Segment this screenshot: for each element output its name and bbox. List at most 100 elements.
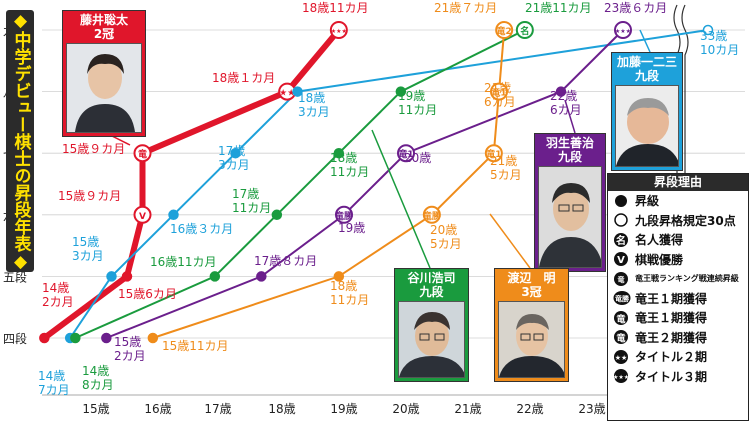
x-tick-label: 20歳 — [392, 402, 419, 416]
card-rank: 九段 — [419, 285, 444, 299]
x-tick-label: 23歳 — [578, 402, 605, 416]
data-label: 15歳11カ月 — [162, 339, 229, 353]
data-point-icon: ★★ — [279, 89, 295, 99]
data-label: 5カ月 — [490, 168, 522, 182]
portrait-photo — [498, 301, 565, 378]
data-label: 21歳 — [490, 154, 517, 168]
card-name: 渡辺 明 — [507, 271, 556, 285]
series-line — [69, 29, 709, 339]
mei-badge-icon: 名 — [614, 232, 628, 247]
data-point-badge — [335, 205, 353, 224]
x-tick-label: 21歳 — [454, 402, 481, 416]
portrait-photo — [538, 166, 602, 268]
card-name: 羽生善治 — [545, 136, 594, 150]
two-star-badge-icon: ★★ — [614, 349, 628, 364]
data-label: 11カ月 — [330, 165, 369, 179]
data-label: 2カ月 — [42, 295, 74, 309]
data-label: 16歳３カ月 — [170, 222, 233, 236]
legend-item: 竜竜王２期獲得 — [608, 328, 748, 348]
data-point — [101, 332, 112, 344]
data-label: 14歳 — [38, 369, 65, 383]
x-tick-label: 18歳 — [268, 402, 295, 416]
x-tick-label: 22歳 — [516, 402, 543, 416]
legend-label: タイトル３期 — [635, 369, 708, 384]
data-label: 18歳 — [298, 91, 325, 105]
data-point-badge — [495, 21, 514, 39]
card-name: 藤井聡太 — [79, 13, 128, 27]
series-line — [152, 29, 506, 339]
legend-label: 昇級 — [635, 194, 660, 209]
legend: 昇段理由 昇級 九段昇格規定30点 名名人獲得 V 棋戦優勝 竜 竜王戦ランキング戦… — [607, 173, 749, 421]
data-point-icon: 竜勝 — [423, 210, 442, 222]
svg-text:竜: 竜 — [616, 332, 625, 344]
data-label: 16歳11カ月 — [150, 255, 217, 269]
data-label: 18歳 — [330, 151, 357, 165]
card-rank: 九段 — [634, 69, 659, 83]
data-point — [106, 271, 117, 282]
legend-item: 竜竜王１期獲得 — [608, 308, 748, 328]
legend-label: 竜王戦ランキング戦連続昇級 — [635, 274, 739, 284]
data-label: 18歳１カ月 — [212, 71, 275, 85]
card-rank: 九段 — [557, 150, 582, 164]
data-label: 2カ月 — [114, 349, 146, 363]
filled-circle-icon — [615, 194, 627, 207]
svg-text:V: V — [617, 255, 625, 266]
data-point — [702, 24, 714, 36]
data-point — [333, 147, 345, 159]
y-tick-label: 五段 — [3, 269, 27, 284]
data-point-icon: V — [139, 212, 146, 222]
data-point — [147, 332, 159, 344]
v-badge-icon: V — [614, 252, 628, 267]
data-point — [230, 147, 241, 159]
data-label: 3カ月 — [72, 249, 104, 263]
card-kato: 加藤一二三 九段 — [611, 52, 683, 171]
data-point-badge — [133, 205, 152, 224]
data-point — [555, 86, 567, 97]
data-label: 21歳７カ月 — [434, 1, 497, 15]
open-circle-icon — [614, 213, 628, 227]
legend-label: 棋戦優勝 — [635, 252, 684, 267]
svg-text:竜: 竜 — [618, 275, 625, 284]
chart-title: ◆中学デビュー棋士の昇段年表◆ — [6, 10, 34, 272]
x-tick-label: 19歳 — [330, 402, 357, 416]
data-label: 15歳９カ月 — [58, 189, 121, 203]
data-label: 11カ月 — [232, 201, 271, 215]
y-tick-label: 四段 — [3, 331, 27, 346]
svg-text:★★★: ★★★ — [613, 374, 629, 381]
data-point-icon: 竜2 — [497, 25, 512, 37]
leader-line — [639, 29, 651, 53]
leader-line — [371, 129, 431, 269]
data-point — [209, 271, 221, 282]
portrait-photo — [398, 301, 465, 378]
data-label: 21歳 — [484, 81, 511, 95]
data-label: 3カ月 — [218, 158, 250, 172]
legend-item: 名名人獲得 — [608, 230, 748, 250]
series-line — [74, 29, 526, 339]
svg-text:名: 名 — [616, 234, 626, 247]
data-label: 11カ月 — [398, 103, 437, 117]
data-point — [271, 209, 283, 221]
data-label: 21歳11カ月 — [525, 1, 592, 15]
legend-item: V 棋戦優勝 — [608, 250, 748, 270]
data-label: 15歳6カ月 — [118, 287, 177, 301]
data-label: 8カ月 — [82, 378, 114, 392]
data-label: 20歳 — [404, 151, 431, 165]
ryu1-badge-icon: 竜 — [614, 310, 628, 325]
data-point-icon: 竜1 — [491, 87, 506, 99]
data-point — [395, 86, 407, 97]
data-point — [333, 271, 345, 282]
data-point — [70, 332, 81, 344]
data-point-icon: 竜1 — [398, 148, 413, 160]
data-label: 33歳 — [700, 29, 727, 43]
legend-label: 竜王２期獲得 — [635, 330, 708, 345]
legend-item: 竜勝 竜王１期獲得 — [608, 289, 748, 309]
three-star-badge-icon: ★★★ — [613, 369, 629, 384]
leader-line — [489, 213, 531, 269]
svg-text:竜: 竜 — [616, 313, 625, 325]
card-habu: 羽生善治 九段 — [534, 133, 606, 272]
card-name: 加藤一二三 — [616, 55, 677, 69]
data-label: 19歳 — [338, 221, 365, 235]
data-point-badge — [515, 21, 534, 39]
data-point-icon: ★★★ — [615, 28, 631, 35]
svg-text:★★: ★★ — [615, 354, 628, 362]
